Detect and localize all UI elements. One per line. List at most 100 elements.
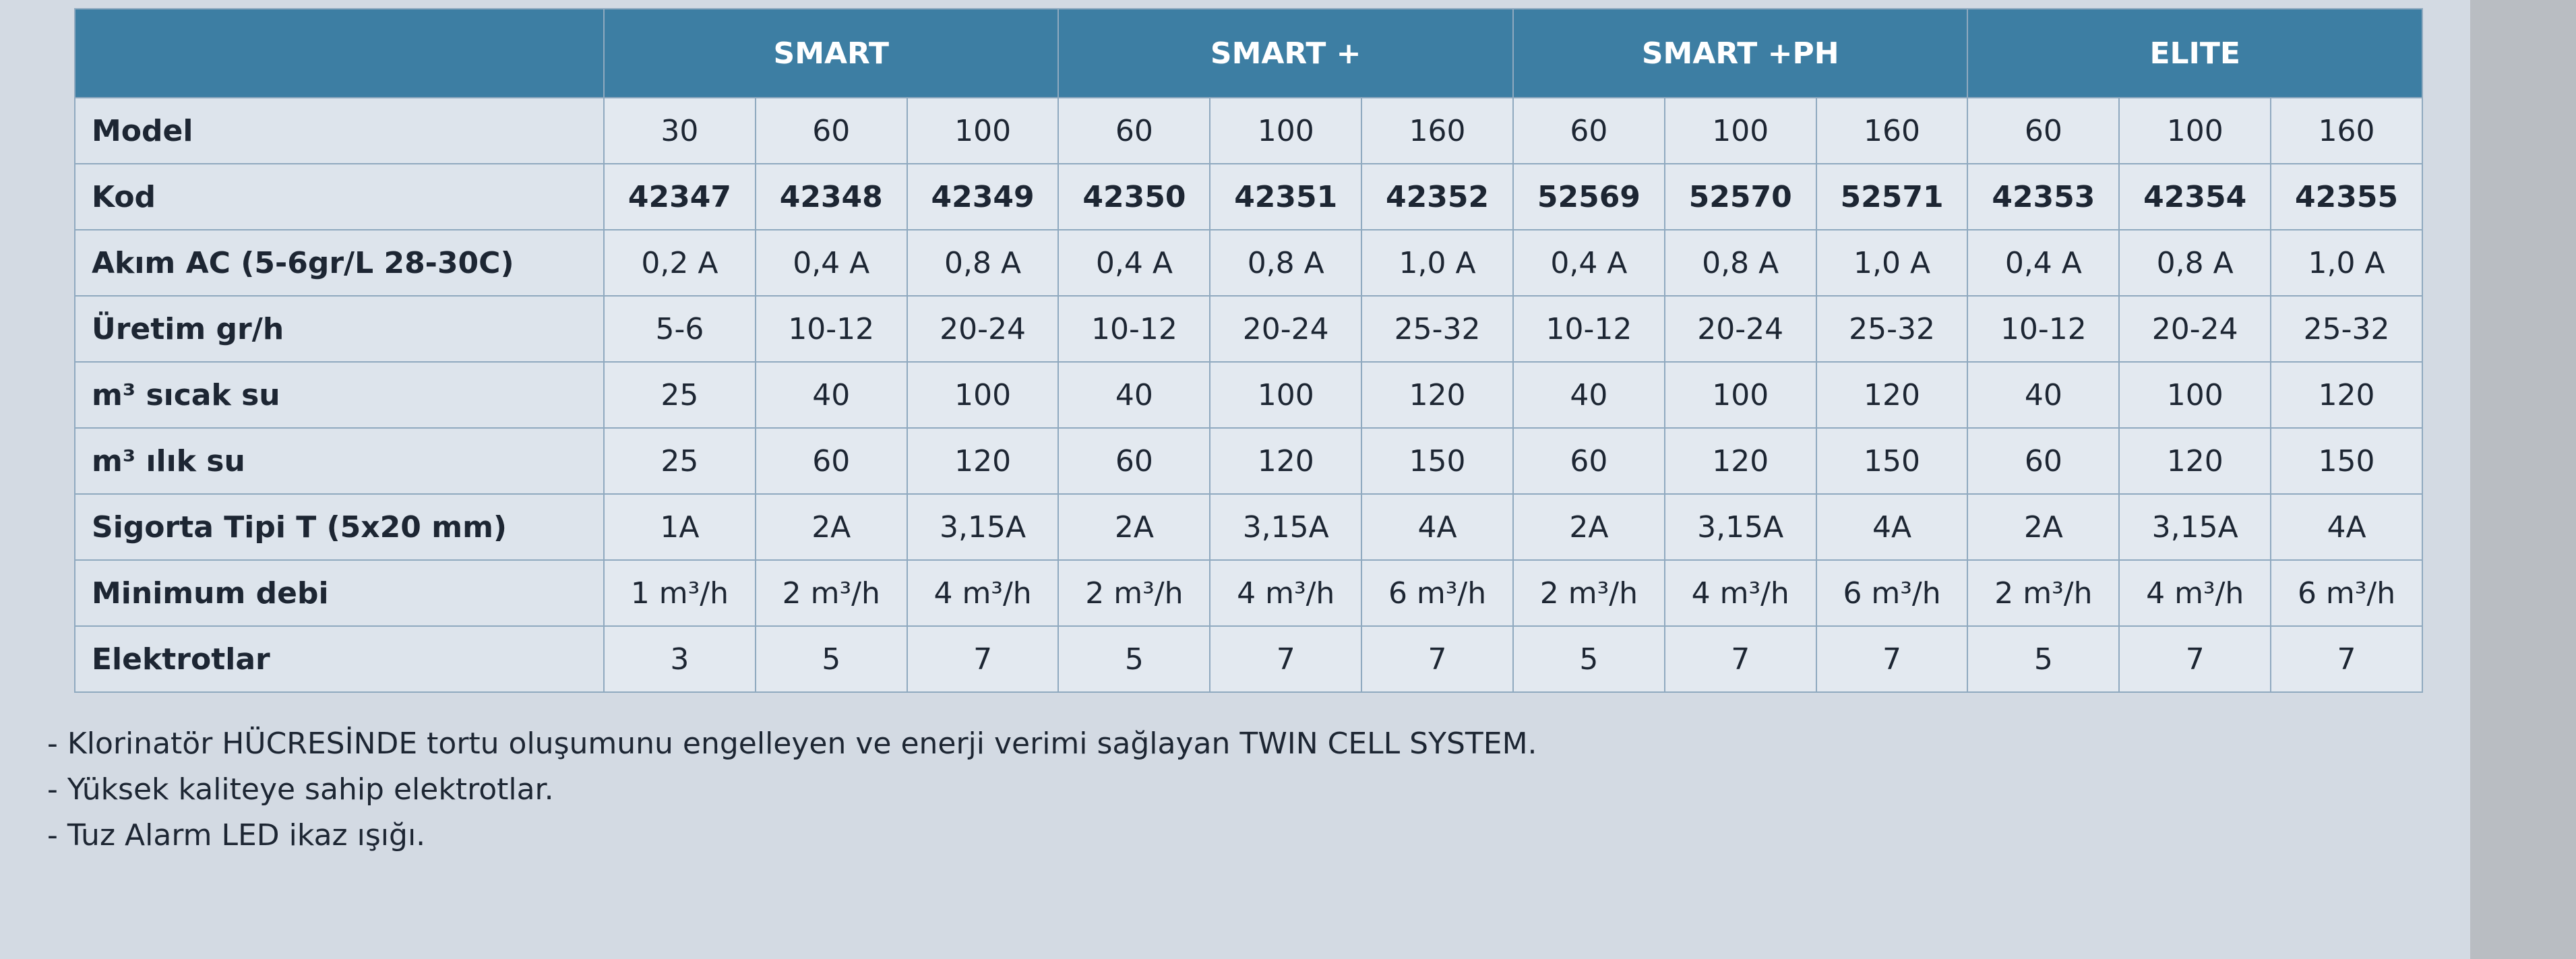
cell: 20-24: [1663, 295, 1817, 363]
cell: 0,8 A: [906, 229, 1060, 297]
cell: 20-24: [2118, 295, 2272, 363]
cell: 3: [603, 625, 756, 693]
table-row: Sigorta Tipi T (5x20 mm) 1A 2A 3,15A 2A 3,15A…: [74, 493, 2423, 561]
cell: 52570: [1663, 163, 1817, 230]
cell: 60: [754, 97, 908, 164]
cell: 3,15A: [1663, 493, 1817, 561]
cell: 5-6: [603, 295, 756, 363]
group-header: SMART: [603, 8, 1060, 98]
notes: - Klorinatör HÜCRESİNDE tortu oluşumunu …: [47, 721, 1537, 859]
cell: 42348: [754, 163, 908, 230]
cell: 0,4 A: [1967, 229, 2120, 297]
cell: 60: [754, 427, 908, 495]
cell: 42354: [2118, 163, 2272, 230]
group-header: SMART +: [1057, 8, 1514, 98]
table-row: Üretim gr/h 5-6 10-12 20-24 10-12 20-24 25-32 1…: [74, 295, 2423, 363]
cell: 0,2 A: [603, 229, 756, 297]
cell: 2A: [1057, 493, 1211, 561]
cell: 1,0 A: [1361, 229, 1514, 297]
cell: 60: [1057, 427, 1211, 495]
table-row: Kod 42347 42348 42349 42350 42351 42352 52569 52…: [74, 163, 2423, 230]
cell: 40: [1512, 361, 1665, 429]
cell: 3,15A: [1209, 493, 1363, 561]
cell: 3,15A: [906, 493, 1060, 561]
cell: 25-32: [1361, 295, 1514, 363]
table-row: Elektrotlar 3 5 7 5 7 7 5 7 7 5 7 7: [74, 625, 2423, 693]
cell: 5: [1512, 625, 1665, 693]
cell: 52571: [1815, 163, 1969, 230]
cell: 20-24: [1209, 295, 1363, 363]
note: - Yüksek kaliteye sahip elektrotlar.: [47, 772, 554, 807]
note: - Klorinatör HÜCRESİNDE tortu oluşumunu …: [47, 726, 1537, 761]
cell: 0,8 A: [2118, 229, 2272, 297]
cell: 42350: [1057, 163, 1211, 230]
cell: 150: [2270, 427, 2423, 495]
cell: 2 m³/h: [1512, 559, 1665, 627]
cell: 42355: [2270, 163, 2423, 230]
row-label: Akım AC (5-6gr/L 28-30C): [74, 229, 605, 297]
cell: 120: [1815, 361, 1969, 429]
cell: 60: [1967, 97, 2120, 164]
cell: 5: [1057, 625, 1211, 693]
cell: 160: [1815, 97, 1969, 164]
row-label: Model: [74, 97, 605, 164]
cell: 0,8 A: [1663, 229, 1817, 297]
cell: 100: [1663, 361, 1817, 429]
table-row: m³ sıcak su 25 40 100 40 100 120 40 100 120 40 100 1…: [74, 361, 2423, 429]
group-header: SMART +PH: [1512, 8, 1969, 98]
cell: 10-12: [1967, 295, 2120, 363]
cell: 100: [2118, 361, 2272, 429]
cell: 20-24: [906, 295, 1060, 363]
cell: 25: [603, 361, 756, 429]
cell: 42347: [603, 163, 756, 230]
cell: 42351: [1209, 163, 1363, 230]
cell: 6 m³/h: [2270, 559, 2423, 627]
cell: 42349: [906, 163, 1060, 230]
cell: 60: [1512, 427, 1665, 495]
cell: 120: [2118, 427, 2272, 495]
group-header: ELITE: [1967, 8, 2423, 98]
cell: 100: [1663, 97, 1817, 164]
cell: 1 m³/h: [603, 559, 756, 627]
cell: 4A: [2270, 493, 2423, 561]
cell: 10-12: [1512, 295, 1665, 363]
cell: 0,4 A: [1512, 229, 1665, 297]
cell: 1,0 A: [2270, 229, 2423, 297]
cell: 0,4 A: [1057, 229, 1211, 297]
cell: 4 m³/h: [1209, 559, 1363, 627]
cell: 2A: [1967, 493, 2120, 561]
cell: 120: [1361, 361, 1514, 429]
row-label: Minimum debi: [74, 559, 605, 627]
row-label: Sigorta Tipi T (5x20 mm): [74, 493, 605, 561]
cell: 2A: [754, 493, 908, 561]
cell: 7: [2270, 625, 2423, 693]
cell: 52569: [1512, 163, 1665, 230]
cell: 2 m³/h: [1057, 559, 1211, 627]
cell: 5: [1967, 625, 2120, 693]
cell: 60: [1057, 97, 1211, 164]
cell: 25-32: [2270, 295, 2423, 363]
cell: 4 m³/h: [1663, 559, 1817, 627]
cell: 100: [906, 97, 1060, 164]
cell: 42352: [1361, 163, 1514, 230]
cell: 25-32: [1815, 295, 1969, 363]
cell: 60: [1967, 427, 2120, 495]
cell: 40: [1967, 361, 2120, 429]
table-row: Model 30 60 100 60 100 160 60 100 160 60 100 160: [74, 97, 2423, 164]
table-row: Minimum debi 1 m³/h 2 m³/h 4 m³/h 2 m³/h 4 m³…: [74, 559, 2423, 627]
cell: 120: [1663, 427, 1817, 495]
cell: 100: [906, 361, 1060, 429]
cell: 4 m³/h: [2118, 559, 2272, 627]
cell: 5: [754, 625, 908, 693]
cell: 3,15A: [2118, 493, 2272, 561]
cell: 25: [603, 427, 756, 495]
table-row: m³ ılık su 25 60 120 60 120 150 60 120 150 60 120 15…: [74, 427, 2423, 495]
spec-table: SMART SMART + SMART +PH ELITE Model 30 60 100 60…: [74, 8, 2423, 693]
cell: 2 m³/h: [1967, 559, 2120, 627]
cell: 0,4 A: [754, 229, 908, 297]
cell: 120: [2270, 361, 2423, 429]
cell: 150: [1361, 427, 1514, 495]
row-label: Kod: [74, 163, 605, 230]
cell: 10-12: [754, 295, 908, 363]
